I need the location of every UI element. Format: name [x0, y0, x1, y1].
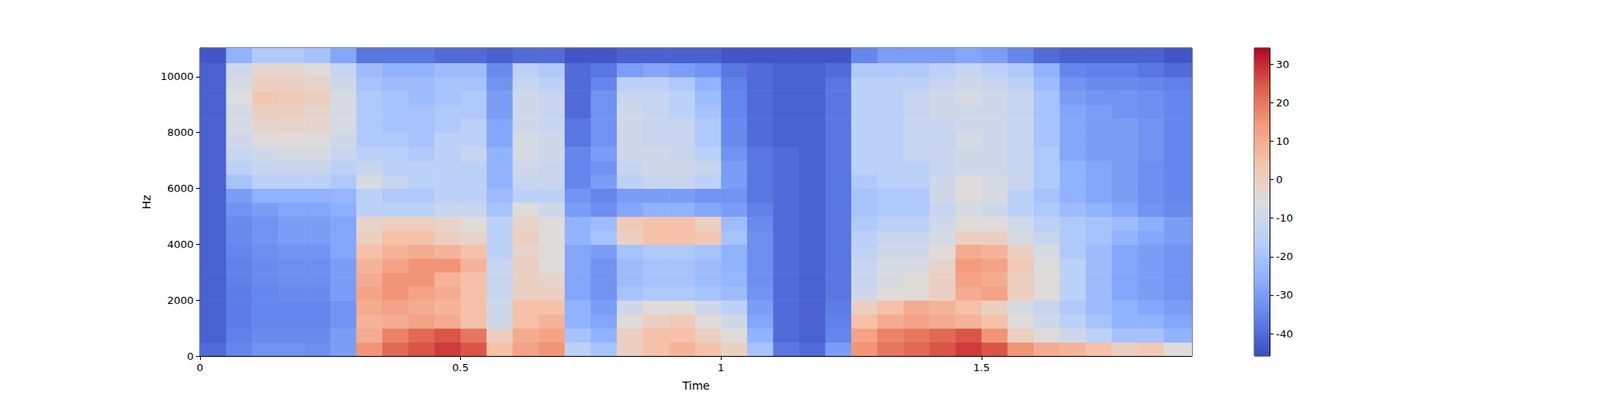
svg-text:1.5: 1.5: [973, 361, 991, 374]
svg-text:-40: -40: [1276, 328, 1293, 340]
svg-text:Hz: Hz: [140, 195, 153, 210]
svg-text:0.5: 0.5: [452, 361, 469, 374]
svg-text:Time: Time: [681, 379, 710, 392]
svg-text:6000: 6000: [167, 182, 194, 195]
svg-text:10000: 10000: [160, 70, 194, 83]
svg-text:2000: 2000: [167, 294, 194, 307]
svg-text:8000: 8000: [167, 126, 194, 139]
svg-text:-30: -30: [1276, 288, 1293, 301]
svg-text:30: 30: [1276, 58, 1290, 71]
svg-text:-10: -10: [1276, 212, 1293, 224]
svg-text:4000: 4000: [167, 238, 194, 251]
svg-text:10: 10: [1276, 135, 1290, 148]
svg-text:-20: -20: [1276, 250, 1293, 263]
svg-text:0: 0: [196, 361, 204, 374]
svg-text:20: 20: [1276, 96, 1290, 109]
svg-text:0: 0: [187, 350, 194, 363]
svg-text:1: 1: [717, 361, 724, 374]
svg-text:0: 0: [1276, 173, 1283, 186]
